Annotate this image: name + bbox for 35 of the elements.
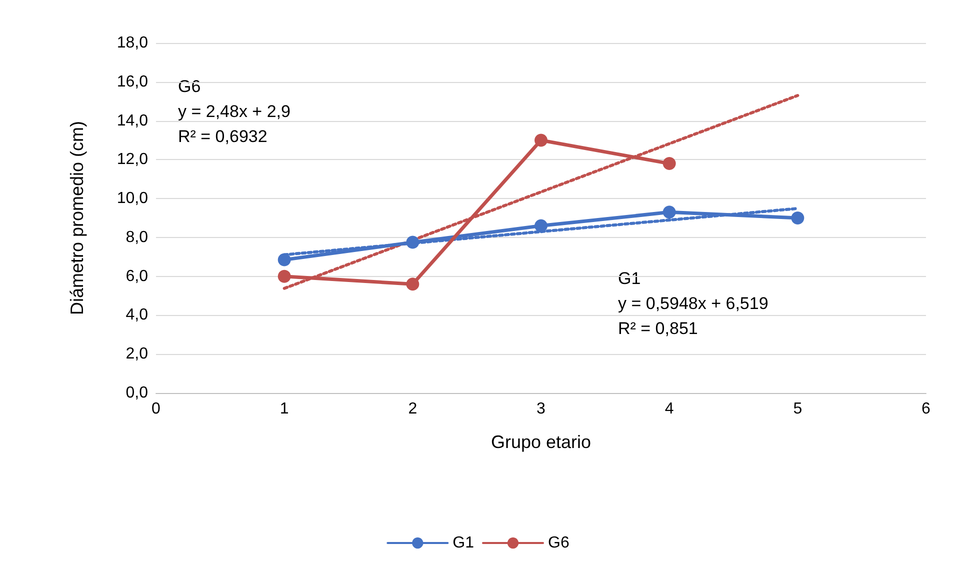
annotation: R² = 0,6932 (178, 127, 268, 146)
legend-label: G6 (548, 534, 570, 552)
y-tick-label: 16,0 (116, 73, 148, 90)
point (534, 219, 548, 232)
point (662, 157, 676, 170)
x-tick-label: 1 (280, 400, 289, 418)
point (406, 278, 420, 291)
x-axis-title: Grupo etario (490, 432, 592, 452)
y-tick-label: 6,0 (126, 268, 148, 285)
x-tick-label: 6 (922, 400, 931, 418)
y-tick-label: 8,0 (126, 228, 148, 246)
x-tick-label: 4 (664, 400, 674, 418)
point (278, 253, 291, 266)
x-tick-label: 0 (152, 400, 161, 418)
point (278, 270, 291, 283)
legend-label: G1 (452, 534, 474, 552)
y-tick-label: 2,0 (126, 346, 148, 363)
x-tick-label: 3 (536, 400, 546, 418)
point (534, 134, 548, 147)
y-tick-label: 4,0 (126, 306, 148, 324)
y-axis-title: Diámetro promedio (cm) (67, 120, 87, 316)
y-tick-label: 18,0 (116, 34, 148, 52)
annotation: R² = 0,851 (618, 319, 698, 338)
point (406, 236, 420, 249)
y-tick-label: 12,0 (116, 151, 148, 168)
annotation: y = 2,48x + 2,9 (178, 102, 290, 121)
point (791, 212, 804, 224)
point (662, 206, 676, 219)
x-tick-label: 2 (408, 400, 418, 418)
y-tick-label: 0,0 (126, 384, 148, 402)
annotation: y = 0,5948x + 6,519 (618, 294, 768, 313)
annotation: G1 (618, 269, 641, 288)
x-tick-label: 5 (793, 400, 802, 418)
y-tick-label: 10,0 (116, 190, 148, 208)
y-tick-label: 14,0 (116, 112, 148, 130)
